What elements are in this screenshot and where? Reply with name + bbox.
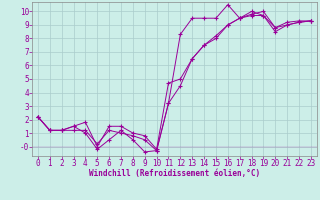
X-axis label: Windchill (Refroidissement éolien,°C): Windchill (Refroidissement éolien,°C) xyxy=(89,169,260,178)
